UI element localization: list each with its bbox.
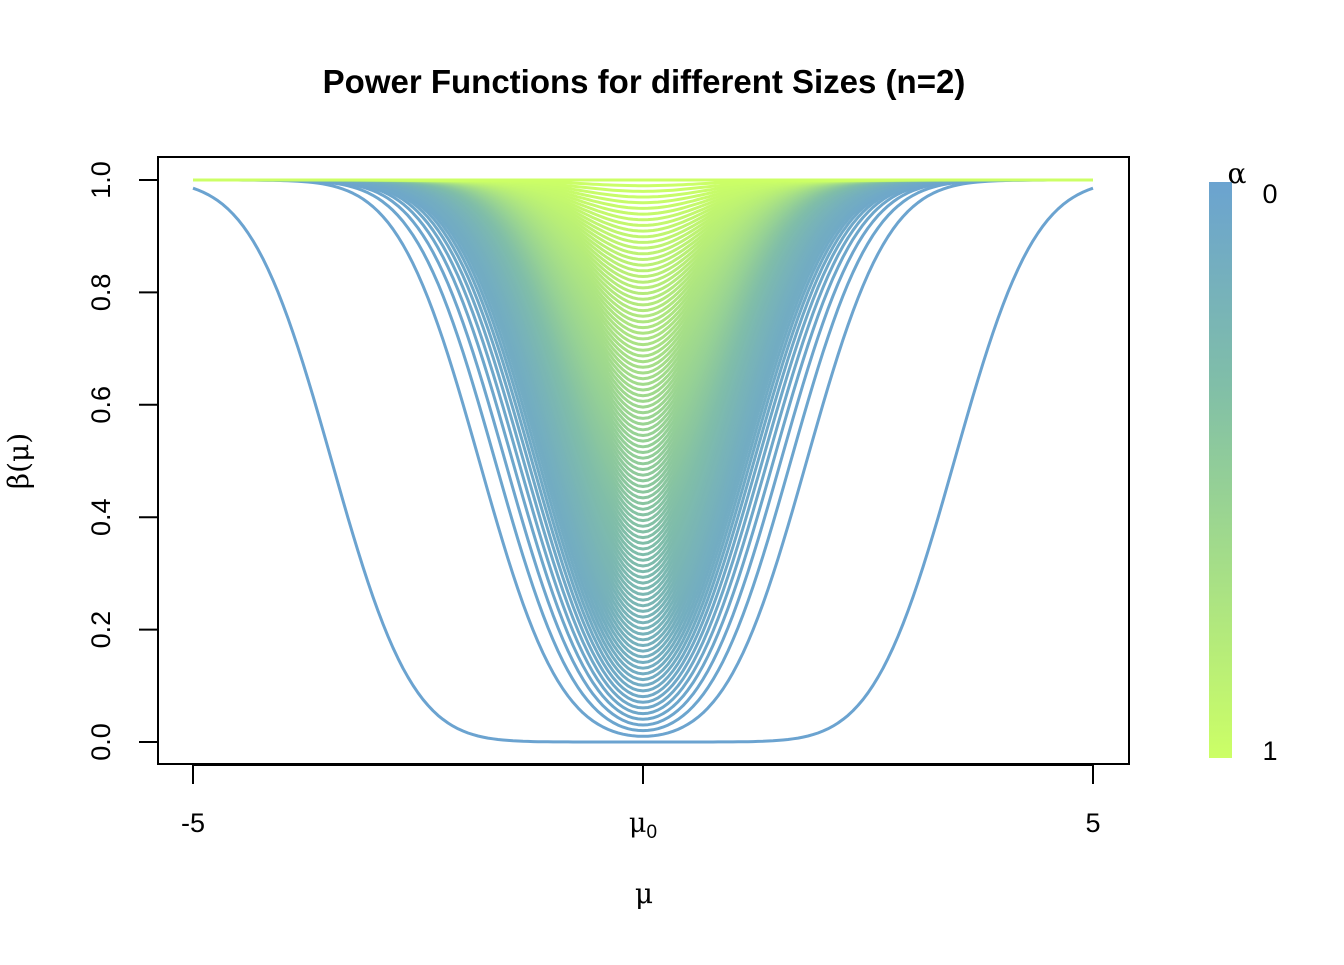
y-tick-label: 0.4 [86, 498, 116, 536]
power-curve [193, 178, 1093, 233]
power-curve [193, 178, 1093, 699]
colorbar-title: α [1228, 157, 1247, 190]
power-curve [193, 178, 1093, 574]
y-tick-label: 0.6 [86, 386, 116, 424]
power-curve [193, 178, 1093, 244]
y-tick-label: 1.0 [86, 161, 116, 199]
colorbar: α 0 1 [1209, 157, 1278, 766]
power-curve [193, 178, 1093, 540]
power-curve [193, 178, 1093, 278]
power-curve [193, 178, 1093, 392]
power-curve [193, 178, 1093, 619]
x-axis-label: μ [635, 877, 653, 910]
x-tick-label: 5 [1085, 808, 1100, 838]
power-curve [193, 178, 1093, 733]
power-curve [193, 178, 1093, 313]
power-curve [193, 178, 1093, 460]
power-curves [192, 178, 1094, 744]
power-curve [193, 178, 1093, 358]
y-tick-label: 0.2 [86, 611, 116, 649]
y-tick-label: 0.8 [86, 274, 116, 312]
power-curve [193, 178, 1093, 426]
power-curve [193, 178, 1093, 585]
power-curve [193, 178, 1093, 738]
chart-title: Power Functions for different Sizes (n=2… [323, 63, 966, 100]
x-tick-label: -5 [181, 808, 205, 838]
power-curve [193, 178, 1093, 653]
colorbar-top-label: 0 [1262, 179, 1277, 209]
power-curve [193, 178, 1093, 471]
x-tick-label: μ0 [629, 808, 657, 843]
power-curve [192, 186, 1094, 744]
y-axis-label: β(μ) [2, 433, 35, 489]
x-axis: -5 μ0 5 [181, 764, 1101, 843]
power-curve [193, 178, 1093, 347]
y-axis: 0.0 0.2 0.4 0.6 0.8 1.0 [86, 161, 159, 761]
y-tick-label: 0.0 [86, 723, 116, 761]
colorbar-bottom-label: 1 [1262, 736, 1277, 766]
power-curve [193, 178, 1093, 687]
colorbar-gradient [1209, 182, 1232, 758]
power-curve [193, 178, 1093, 506]
